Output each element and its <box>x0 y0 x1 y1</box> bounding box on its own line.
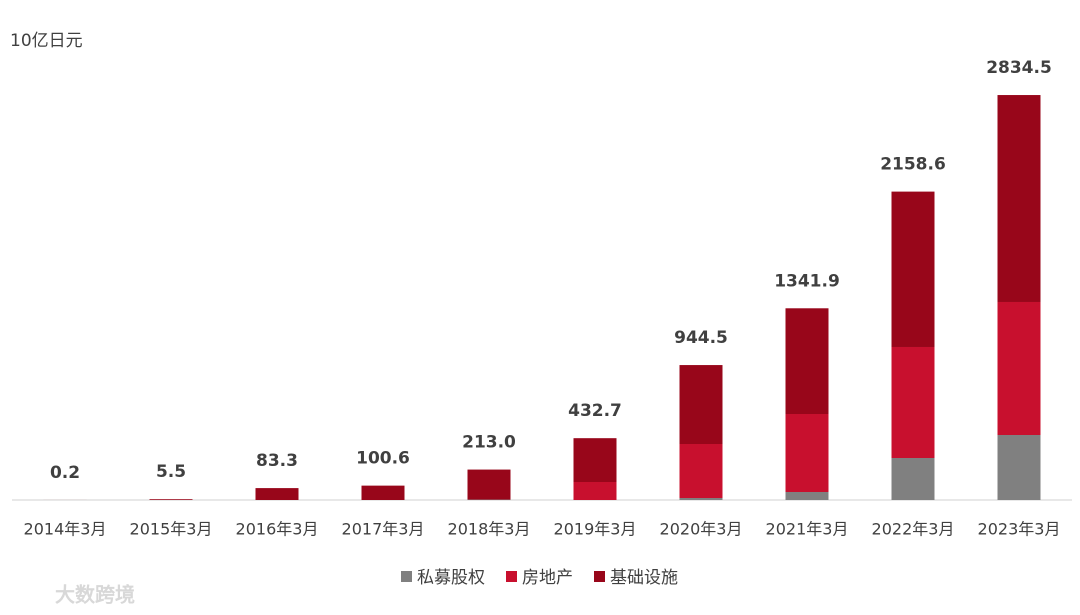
bar-segment <box>785 308 829 414</box>
legend-label: 基础设施 <box>610 568 678 588</box>
total-label: 2158.6 <box>880 155 946 175</box>
bar-segment <box>997 301 1041 435</box>
total-label: 1341.9 <box>774 271 840 291</box>
legend-swatch <box>401 571 412 582</box>
watermark: 大数跨境 <box>55 583 135 607</box>
x-tick-label: 2023年3月 <box>978 520 1061 539</box>
x-tick-label: 2022年3月 <box>872 520 955 539</box>
total-label: 944.5 <box>674 328 728 348</box>
total-label: 83.3 <box>256 451 298 471</box>
bar-segment <box>997 434 1041 500</box>
bar-segment <box>573 438 617 482</box>
bar-segment <box>361 485 405 500</box>
total-label: 0.2 <box>50 463 80 483</box>
total-label: 100.6 <box>356 449 410 469</box>
bar-segment <box>255 488 299 500</box>
bar-segment <box>679 443 723 498</box>
bar-segment <box>149 499 193 500</box>
total-label: 2834.5 <box>986 58 1052 78</box>
x-tick-label: 2015年3月 <box>130 520 213 539</box>
x-tick-label: 2021年3月 <box>766 520 849 539</box>
bar-segment <box>785 491 829 500</box>
x-tick-label: 2014年3月 <box>24 520 107 539</box>
x-tick-label: 2020年3月 <box>660 520 743 539</box>
total-label: 213.0 <box>462 433 516 453</box>
total-label: 432.7 <box>568 401 622 421</box>
legend-label: 房地产 <box>522 568 573 588</box>
bar-segment <box>573 481 617 500</box>
unit-label: 10亿日元 <box>10 31 83 51</box>
total-label: 5.5 <box>156 462 186 482</box>
legend-label: 私募股权 <box>417 568 485 588</box>
bar-segment <box>467 469 511 500</box>
bar-segment <box>785 413 829 492</box>
bar-segment <box>679 497 723 500</box>
x-tick-label: 2017年3月 <box>342 520 425 539</box>
x-tick-label: 2018年3月 <box>448 520 531 539</box>
x-tick-label: 2016年3月 <box>236 520 319 539</box>
bar-segment <box>679 365 723 444</box>
x-tick-label: 2019年3月 <box>554 520 637 539</box>
bar-segment <box>891 191 935 347</box>
bar-segment <box>891 457 935 500</box>
legend-swatch <box>506 571 517 582</box>
bar-segment <box>997 95 1041 302</box>
legend-swatch <box>594 571 605 582</box>
bar-segment <box>891 346 935 458</box>
